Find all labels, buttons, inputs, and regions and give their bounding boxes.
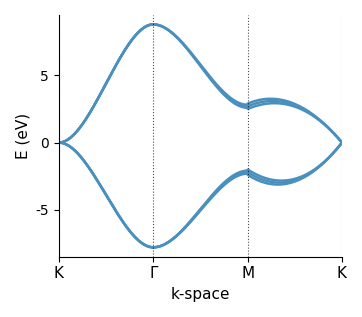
Y-axis label: E (eV): E (eV) [15,113,30,159]
X-axis label: k-space: k-space [171,287,230,302]
